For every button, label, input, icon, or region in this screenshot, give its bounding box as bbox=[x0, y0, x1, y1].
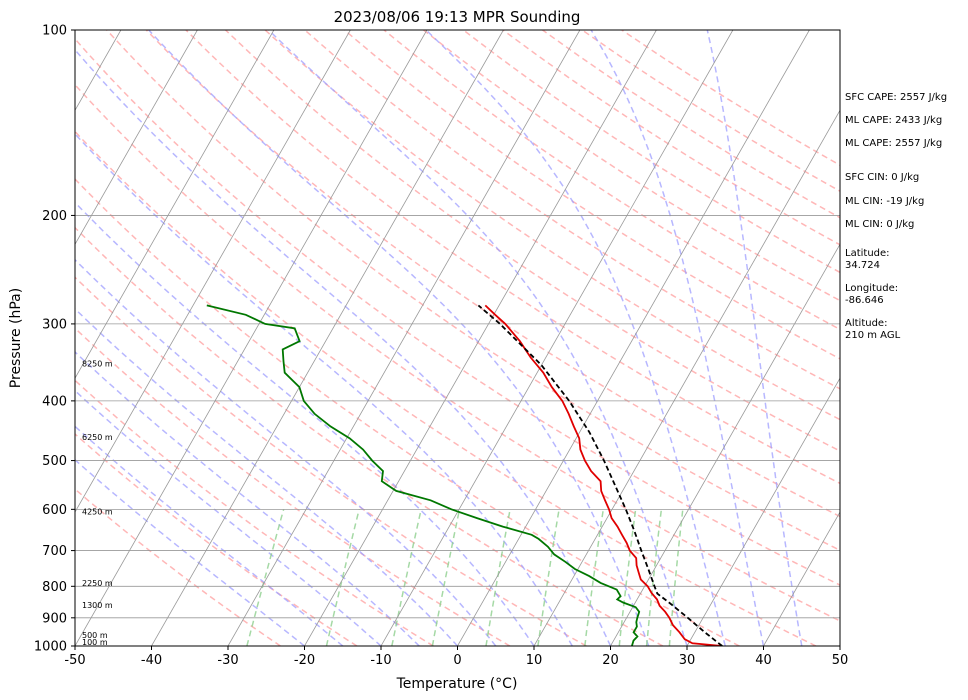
dry-adiabat bbox=[75, 226, 664, 646]
dry-adiabat bbox=[75, 379, 434, 646]
dry-adiabat bbox=[75, 37, 840, 586]
latitude-value: 34.724 bbox=[845, 260, 880, 271]
dry-adiabat bbox=[75, 178, 740, 646]
dry-adiabat bbox=[75, 130, 817, 646]
moist-adiabat bbox=[425, 30, 727, 646]
altitude-value: 210 m AGL bbox=[845, 330, 901, 341]
x-tick-label: -20 bbox=[294, 653, 315, 668]
x-tick-label: 30 bbox=[679, 653, 696, 668]
x-tick-label: -40 bbox=[141, 653, 162, 668]
y-tick-label: 500 bbox=[42, 454, 67, 469]
dry-adiabat bbox=[145, 30, 840, 518]
ml-cape-text-2: ML CAPE: 2557 J/kg bbox=[845, 138, 943, 149]
isotherm bbox=[686, 377, 840, 646]
y-tick-label: 200 bbox=[42, 209, 67, 224]
y-tick-label: 700 bbox=[42, 544, 67, 559]
sounding-series-line bbox=[484, 304, 723, 646]
ml-cape-text: ML CAPE: 2433 J/kg bbox=[845, 115, 943, 126]
y-tick-label: 300 bbox=[42, 317, 67, 332]
isotherm bbox=[75, 30, 428, 646]
x-tick-label: 10 bbox=[526, 653, 543, 668]
isotherm bbox=[457, 30, 810, 646]
isotherm bbox=[380, 30, 734, 646]
x-tick-label: -50 bbox=[64, 653, 85, 668]
moist-adiabat bbox=[148, 30, 650, 646]
altitude-label: Altitude: bbox=[845, 318, 888, 329]
isotherm bbox=[151, 30, 504, 646]
y-tick-label: 900 bbox=[42, 611, 67, 626]
moist-adiabat bbox=[590, 30, 765, 646]
dry-adiabat bbox=[343, 30, 840, 360]
longitude-label: Longitude: bbox=[845, 283, 899, 294]
isotherm bbox=[227, 30, 581, 646]
isotherm bbox=[304, 30, 657, 646]
moist-adiabat bbox=[75, 350, 420, 646]
dry-adiabat bbox=[75, 327, 511, 646]
dry-adiabat bbox=[75, 433, 358, 646]
dry-adiabat bbox=[304, 30, 840, 390]
latitude-label: Latitude: bbox=[845, 248, 890, 259]
moist-adiabat bbox=[75, 258, 497, 646]
isotherm bbox=[75, 30, 198, 246]
y-tick-label: 100 bbox=[42, 24, 67, 39]
x-tick-label: -30 bbox=[217, 653, 238, 668]
x-tick-label: 20 bbox=[602, 653, 619, 668]
dry-adiabat bbox=[185, 30, 840, 485]
sounding-stats-panel: SFC CAPE: 2557 J/kg ML CAPE: 2433 J/kg M… bbox=[845, 92, 968, 342]
height-label: 4250 m bbox=[82, 508, 113, 517]
x-tick-label: 0 bbox=[453, 653, 461, 668]
sounding-series-line bbox=[477, 304, 723, 646]
dry-adiabat bbox=[75, 488, 281, 646]
height-label: 8250 m bbox=[82, 360, 113, 369]
moist-adiabat bbox=[75, 48, 612, 646]
x-tick-label: 40 bbox=[755, 653, 772, 668]
moist-adiabat bbox=[75, 201, 535, 646]
sounding-series-line bbox=[206, 304, 641, 646]
x-tick-label: 50 bbox=[832, 653, 849, 668]
dry-adiabat bbox=[75, 276, 587, 646]
ml-cin-text-2: ML CIN: 0 J/kg bbox=[845, 219, 915, 230]
moist-adiabat bbox=[706, 30, 803, 646]
sfc-cape-text: SFC CAPE: 2557 J/kg bbox=[845, 92, 948, 103]
longitude-value: -86.646 bbox=[845, 295, 884, 306]
height-label: 100 m bbox=[82, 638, 108, 647]
ml-cin-text: ML CIN: -19 J/kg bbox=[845, 196, 925, 207]
y-tick-label: 800 bbox=[42, 580, 67, 595]
x-tick-label: -10 bbox=[370, 653, 391, 668]
isotherm bbox=[75, 30, 275, 379]
isotherm bbox=[763, 511, 840, 646]
isotherm bbox=[533, 109, 840, 646]
y-tick-label: 1000 bbox=[34, 640, 67, 655]
dry-adiabat bbox=[106, 30, 840, 552]
moist-adiabat bbox=[75, 132, 573, 646]
dry-adiabat bbox=[75, 83, 840, 622]
sfc-cin-text: SFC CIN: 0 J/kg bbox=[845, 172, 920, 183]
chart-title: 2023/08/06 19:13 MPR Sounding bbox=[334, 8, 581, 26]
y-tick-label: 400 bbox=[42, 394, 67, 409]
height-label: 6250 m bbox=[82, 433, 113, 442]
x-axis-label: Temperature (°C) bbox=[396, 676, 518, 692]
y-axis-label: Pressure (hPa) bbox=[8, 288, 24, 388]
y-tick-label: 600 bbox=[42, 503, 67, 518]
height-label: 500 m bbox=[82, 631, 108, 640]
isotherm bbox=[610, 243, 840, 646]
height-label: 2250 m bbox=[82, 579, 113, 588]
moist-adiabat bbox=[75, 425, 344, 646]
moist-adiabat bbox=[75, 458, 305, 646]
isotherm bbox=[75, 30, 351, 513]
data-layer bbox=[206, 304, 723, 646]
grid-layer bbox=[75, 30, 840, 646]
moist-adiabat bbox=[75, 307, 459, 646]
dry-adiabat bbox=[264, 30, 840, 421]
dry-adiabat bbox=[423, 30, 840, 302]
moist-adiabat bbox=[75, 389, 382, 646]
height-label: 1300 m bbox=[82, 601, 113, 610]
